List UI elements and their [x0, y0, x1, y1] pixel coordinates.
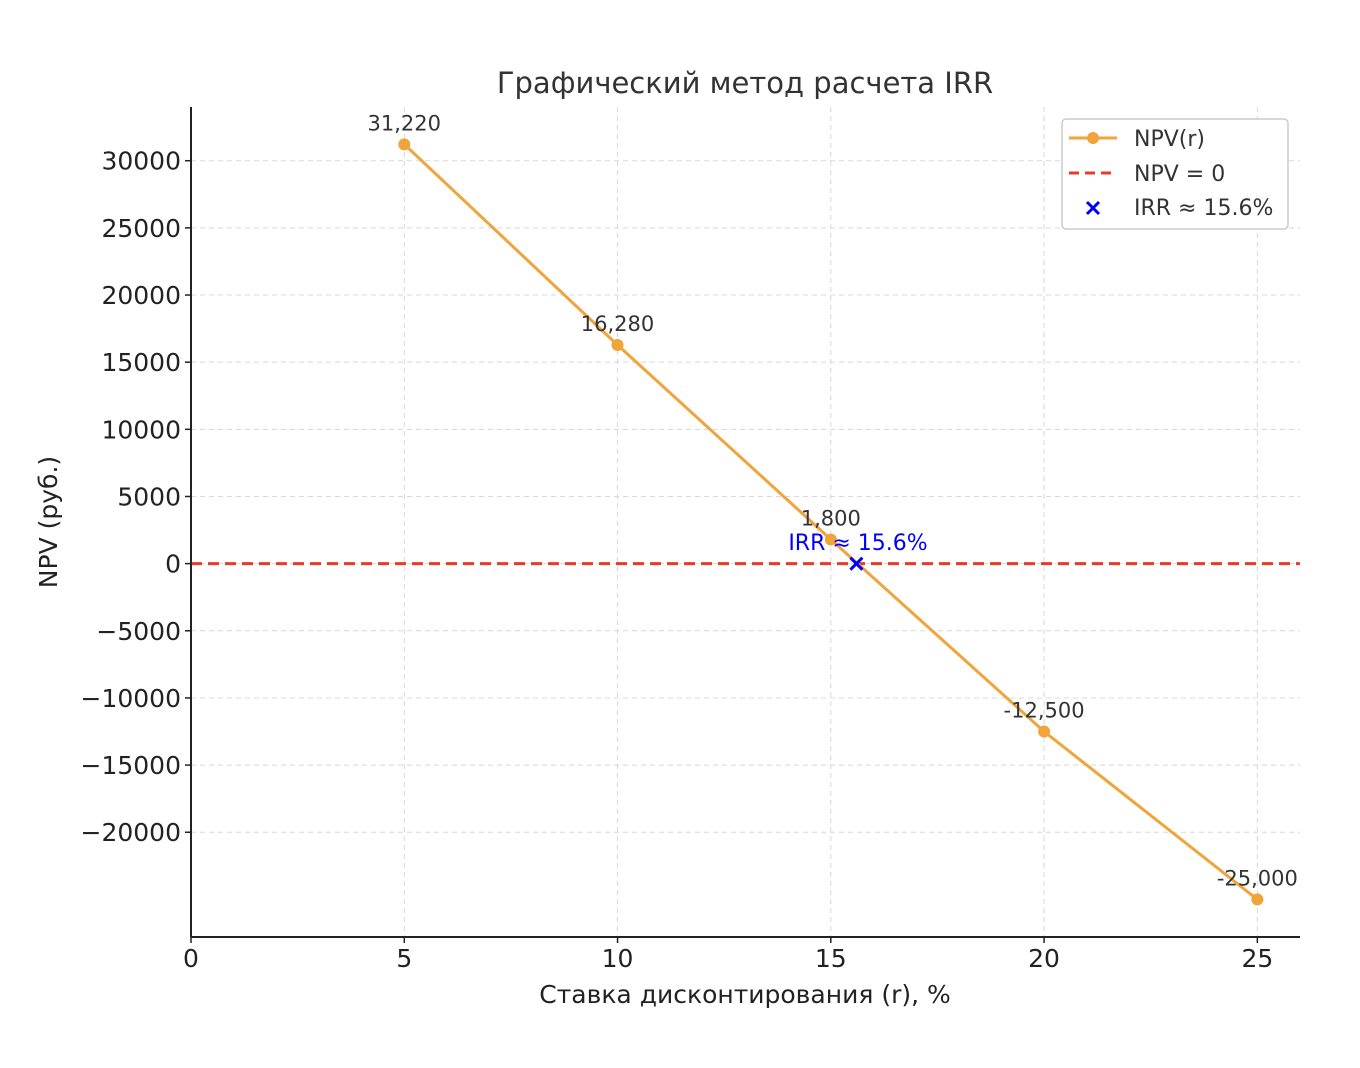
irr-annotation: IRR ≈ 15.6% — [788, 531, 927, 556]
y-tick-label: 30000 — [101, 147, 181, 176]
npv-data-label: 16,280 — [581, 312, 654, 336]
y-tick-label: −20000 — [81, 818, 181, 847]
legend-irr-label: IRR ≈ 15.6% — [1134, 196, 1273, 221]
npv-point — [398, 138, 411, 151]
npv-series — [398, 138, 1264, 906]
x-tick-label: 5 — [396, 944, 412, 973]
npv-point — [1251, 893, 1264, 906]
x-tick-label: 15 — [815, 944, 847, 973]
legend-irr-marker — [1085, 200, 1101, 216]
npv-point — [824, 533, 837, 546]
tick-labels: 0 5 10 15 20 25 −20000 −15000 −10000 −5000 0 5000 10… — [81, 147, 1274, 973]
legend-npv-marker — [1087, 132, 1099, 144]
legend-box — [1061, 118, 1289, 230]
chart-title: Графический метод расчета IRR — [497, 66, 993, 100]
legend-npv-label: NPV(r) — [1134, 127, 1205, 152]
legend: NPV(r) NPV = 0 IRR ≈ 15.6% — [1061, 118, 1289, 230]
irr-marker — [849, 556, 864, 571]
x-tick-label: 0 — [183, 944, 199, 973]
y-tick-label: 25000 — [101, 214, 181, 243]
data-labels: 31,220 16,280 1,800 -12,500 -25,000 — [368, 111, 1298, 890]
x-axis-label: Ставка дисконтирования (r), % — [539, 980, 951, 1009]
y-tick-label: 10000 — [101, 415, 181, 444]
y-axis-label: NPV (руб.) — [34, 456, 63, 588]
npv-data-label: 1,800 — [801, 506, 861, 530]
grid — [191, 107, 1300, 937]
npv-data-label: 31,220 — [368, 111, 441, 135]
x-tick-label: 20 — [1028, 944, 1060, 973]
npv-point — [611, 338, 624, 351]
y-tick-label: −10000 — [81, 684, 181, 713]
y-tick-label: −5000 — [96, 617, 181, 646]
npv-point — [1038, 725, 1051, 738]
y-tick-label: −15000 — [81, 751, 181, 780]
legend-zero-label: NPV = 0 — [1134, 162, 1225, 187]
y-tick-label: 0 — [165, 550, 181, 579]
x-tick-label: 10 — [602, 944, 634, 973]
y-tick-label: 5000 — [117, 482, 181, 511]
npv-data-label: -12,500 — [1004, 699, 1085, 723]
x-tick-label: 25 — [1241, 944, 1273, 973]
axes — [185, 107, 1300, 943]
npv-data-label: -25,000 — [1217, 866, 1298, 890]
y-tick-label: 15000 — [101, 348, 181, 377]
y-tick-label: 20000 — [101, 281, 181, 310]
